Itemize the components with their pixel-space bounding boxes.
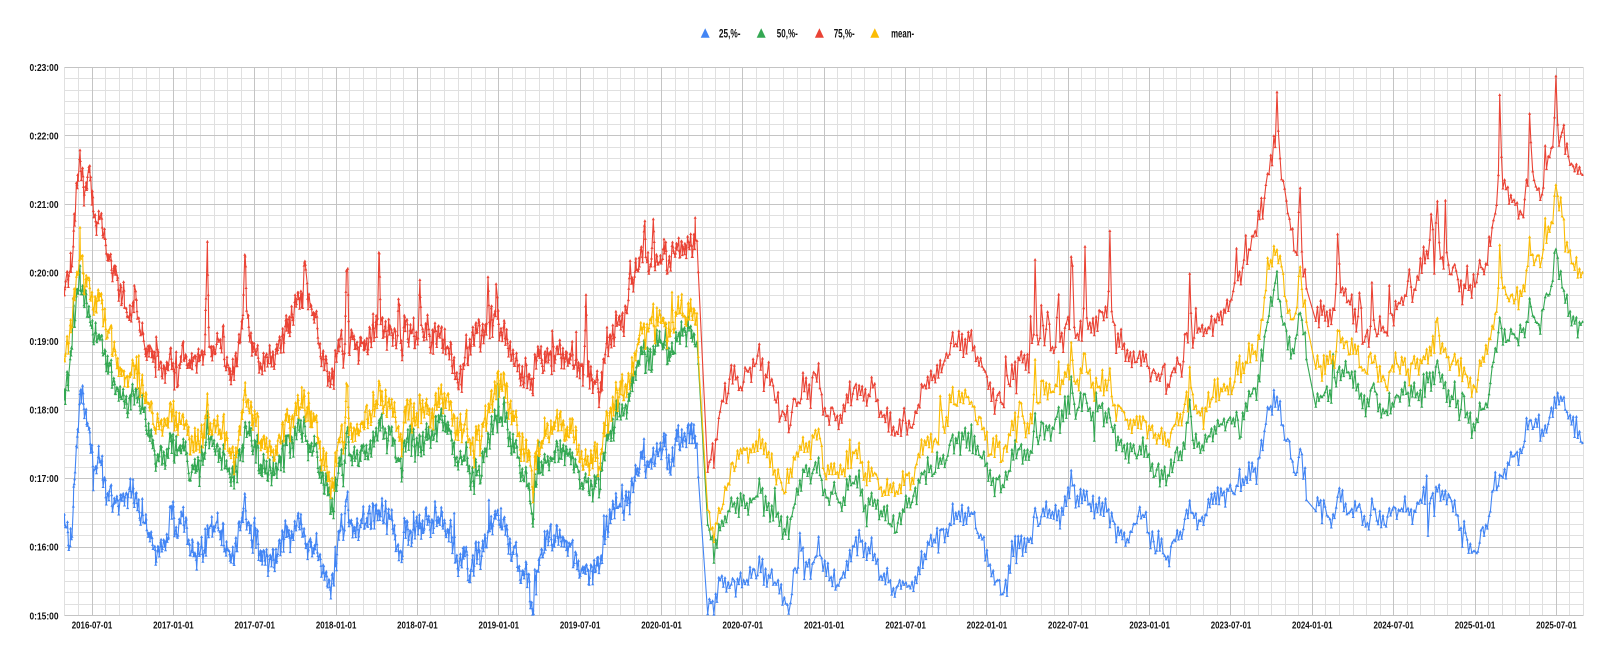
- svg-text:2018-01-01: 2018-01-01: [316, 621, 357, 632]
- svg-text:2019-07-01: 2019-07-01: [560, 621, 601, 632]
- svg-text:2018-07-01: 2018-07-01: [397, 621, 438, 632]
- svg-text:0:15:00: 0:15:00: [30, 611, 59, 622]
- svg-text:2021-07-01: 2021-07-01: [885, 621, 926, 632]
- svg-text:2024-07-01: 2024-07-01: [1373, 621, 1414, 632]
- svg-text:0:16:00: 0:16:00: [30, 543, 59, 554]
- svg-text:25,%-: 25,%-: [719, 28, 741, 40]
- svg-text:0:20:00: 0:20:00: [30, 269, 59, 280]
- svg-text:0:19:00: 0:19:00: [30, 337, 59, 348]
- svg-text:2017-01-01: 2017-01-01: [153, 621, 194, 632]
- svg-text:0:23:00: 0:23:00: [30, 63, 59, 74]
- svg-text:0:21:00: 0:21:00: [30, 200, 59, 211]
- svg-text:2019-01-01: 2019-01-01: [479, 621, 520, 632]
- svg-text:0:22:00: 0:22:00: [30, 131, 59, 142]
- svg-text:2022-07-01: 2022-07-01: [1048, 621, 1089, 632]
- svg-text:2017-07-01: 2017-07-01: [234, 621, 275, 632]
- svg-text:2021-01-01: 2021-01-01: [804, 621, 845, 632]
- svg-text:2025-07-01: 2025-07-01: [1536, 621, 1577, 632]
- svg-text:50,%-: 50,%-: [777, 28, 798, 40]
- svg-text:75,%-: 75,%-: [834, 28, 855, 40]
- svg-text:2023-01-01: 2023-01-01: [1129, 621, 1170, 632]
- svg-text:2020-01-01: 2020-01-01: [641, 621, 682, 632]
- svg-text:2022-01-01: 2022-01-01: [967, 621, 1008, 632]
- svg-text:2020-07-01: 2020-07-01: [723, 621, 764, 632]
- svg-text:0:17:00: 0:17:00: [30, 474, 59, 485]
- svg-text:2023-07-01: 2023-07-01: [1211, 621, 1252, 632]
- svg-text:0:18:00: 0:18:00: [30, 406, 59, 417]
- svg-text:mean-: mean-: [891, 28, 914, 40]
- svg-text:2024-01-01: 2024-01-01: [1292, 621, 1333, 632]
- svg-text:2016-07-01: 2016-07-01: [72, 621, 113, 632]
- svg-text:2025-01-01: 2025-01-01: [1455, 621, 1496, 632]
